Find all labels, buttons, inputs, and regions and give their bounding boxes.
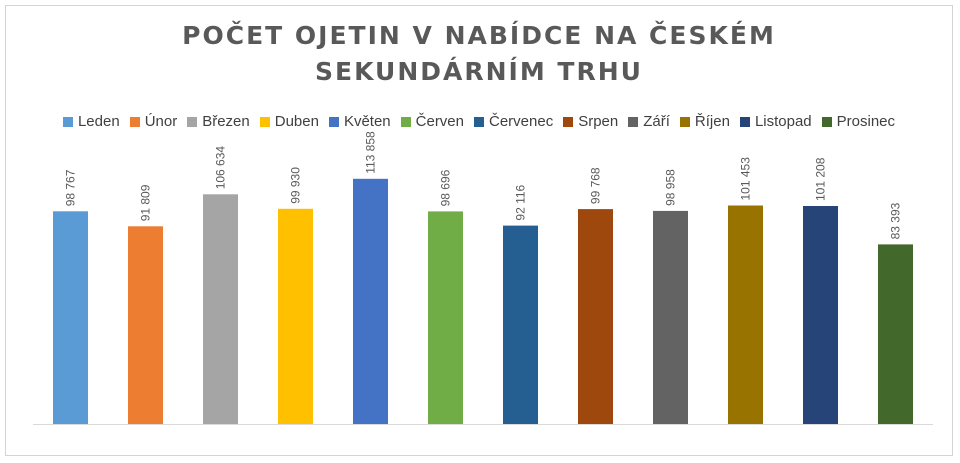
- legend-swatch: [563, 116, 574, 127]
- legend-swatch: [259, 116, 270, 127]
- bar-Září: [653, 210, 688, 424]
- legend-swatch: [328, 116, 339, 127]
- legend-swatch: [739, 116, 750, 127]
- legend-item: Únor: [129, 113, 178, 130]
- data-label: 113 858: [364, 131, 378, 174]
- bar-Březen: [203, 194, 238, 424]
- data-label: 99 930: [289, 167, 303, 204]
- bar-Říjen: [728, 205, 763, 424]
- legend-label: Říjen: [694, 113, 730, 130]
- legend-label: Květen: [343, 113, 391, 130]
- legend-item: Březen: [187, 113, 250, 130]
- bar-Listopad: [803, 206, 838, 424]
- legend-swatch: [821, 116, 832, 127]
- legend-label: Leden: [77, 113, 120, 130]
- legend-swatch: [400, 116, 411, 127]
- legend-swatch: [474, 116, 484, 127]
- data-label: 98 767: [64, 169, 78, 206]
- data-label: 106 634: [214, 146, 228, 190]
- legend-item: Listopad: [739, 113, 812, 130]
- data-label: 98 696: [439, 169, 453, 206]
- legend-label: Červenec: [489, 113, 554, 130]
- legend-swatch: [129, 116, 140, 127]
- data-label: 92 116: [514, 184, 528, 220]
- chart-legend: Leden Únor Březen Duben Květen Červen Červenec…: [0, 113, 958, 130]
- legend-item: Červenec: [474, 113, 553, 130]
- data-label: 91 809: [139, 184, 153, 221]
- legend-item: Leden: [62, 113, 120, 130]
- legend-label: Prosinec: [836, 113, 896, 130]
- legend-swatch: [679, 116, 690, 127]
- data-label: 99 768: [589, 167, 603, 204]
- data-label: 98 958: [664, 169, 678, 206]
- data-label: 101 208: [814, 157, 828, 201]
- legend-label: Březen: [202, 113, 250, 130]
- legend-item: Prosinec: [821, 113, 896, 130]
- bar-Leden: [53, 211, 88, 424]
- bar-Prosinec: [878, 244, 913, 424]
- legend-item: Duben: [259, 113, 319, 130]
- legend-label: Únor: [144, 113, 178, 130]
- chart-title-line-2: SEKUNDÁRNÍM TRHU: [315, 57, 643, 86]
- legend-label: Duben: [274, 113, 319, 130]
- legend-swatch: [62, 116, 73, 127]
- legend-item: Srpen: [563, 113, 618, 130]
- bar-Srpen: [578, 209, 613, 424]
- bar-Červenec: [503, 225, 538, 424]
- chart-title-line-1: POČET OJETIN V NABÍDCE NA ČESKÉM: [182, 21, 776, 50]
- legend-label: Červen: [415, 113, 464, 130]
- legend-item: Říjen: [679, 113, 730, 130]
- bar-Červen: [428, 211, 463, 424]
- bar-Květen: [353, 178, 388, 424]
- legend-item: Květen: [328, 113, 391, 130]
- legend-swatch: [187, 116, 198, 127]
- legend-item: Září: [628, 113, 670, 130]
- legend-swatch: [628, 116, 639, 127]
- legend-label: Listopad: [754, 113, 812, 130]
- legend-label: Srpen: [578, 113, 619, 130]
- chart-title: POČET OJETIN V NABÍDCE NA ČESKÉM SEKUNDÁ…: [0, 18, 958, 90]
- bar-Duben: [278, 208, 313, 424]
- legend-label: Září: [643, 113, 670, 130]
- data-label: 83 393: [889, 202, 903, 239]
- bar-Únor: [128, 226, 163, 424]
- legend-item: Červen: [400, 113, 464, 130]
- data-label: 101 453: [739, 157, 753, 201]
